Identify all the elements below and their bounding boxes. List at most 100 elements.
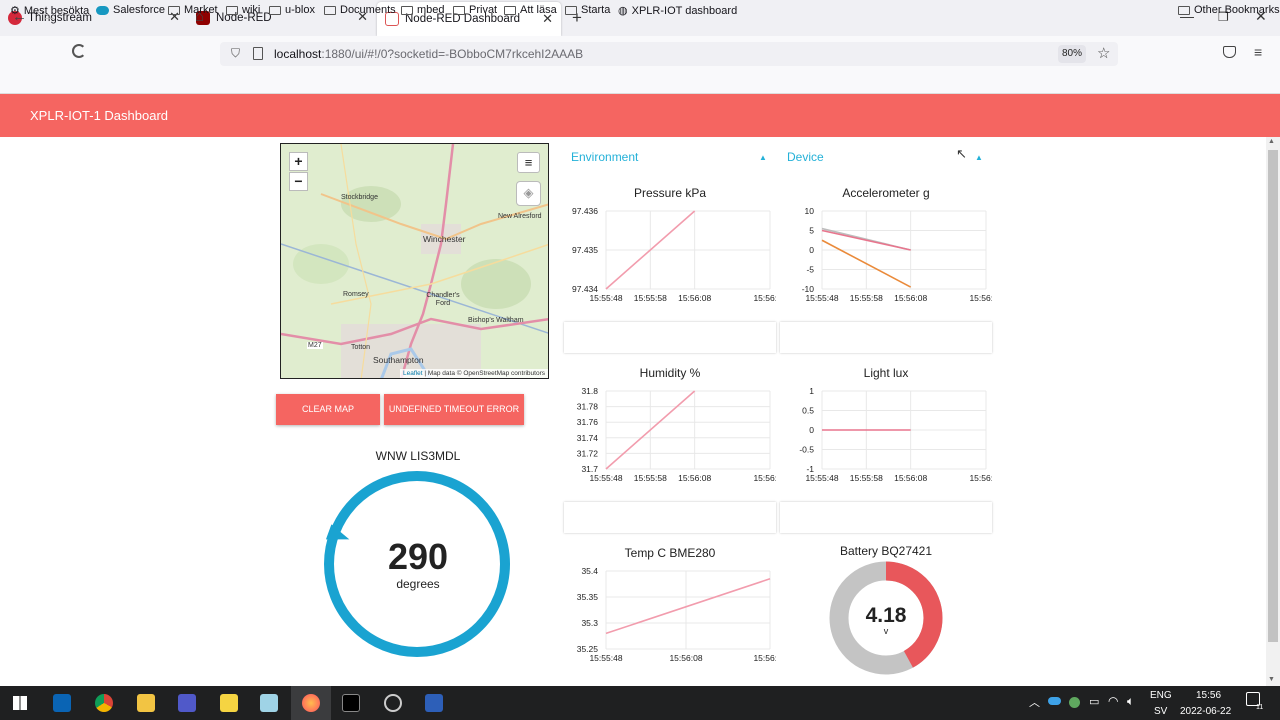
x-tick-label: 15:56:29 <box>753 653 776 663</box>
y-tick-label: 5 <box>809 226 814 236</box>
loading-icon[interactable] <box>72 44 86 58</box>
shield-icon[interactable]: ⛉ <box>231 46 241 60</box>
x-tick-label: 15:56:08 <box>894 473 927 483</box>
notification-icon[interactable] <box>1246 692 1260 706</box>
bookmark-privat[interactable]: Privat <box>453 4 497 16</box>
app-icon[interactable] <box>425 694 443 712</box>
compass-needle <box>325 524 350 540</box>
y-tick-label: -5 <box>806 265 814 275</box>
y-tick-label: 0 <box>809 425 814 435</box>
map-widget[interactable]: + − ≡ ◈ Stockbridge Winchester New Alres… <box>280 143 549 379</box>
close-window-icon[interactable]: ✕ <box>1255 8 1267 24</box>
leaflet-link[interactable]: Leaflet <box>403 370 423 377</box>
close-tab-icon[interactable]: ✕ <box>169 9 180 24</box>
node-red-dashboard-icon <box>385 12 399 26</box>
app-icon[interactable] <box>384 694 402 712</box>
zoom-level[interactable]: 80% <box>1058 45 1086 63</box>
scroll-down-icon[interactable]: ▼ <box>1268 676 1275 683</box>
teams-icon[interactable] <box>178 694 196 712</box>
file-explorer-icon[interactable] <box>137 694 155 712</box>
empty-card <box>780 502 992 533</box>
close-tab-icon[interactable]: ✕ <box>357 9 368 24</box>
bookmark-documents[interactable]: Documents <box>324 4 396 16</box>
x-tick-label: 15:55:58 <box>634 293 667 303</box>
url-text[interactable]: localhost:1880/ui/#!/0?socketid=-BObboCM… <box>274 47 584 61</box>
y-tick-label: -1 <box>806 464 814 474</box>
folder-icon <box>168 5 180 15</box>
close-tab-icon[interactable]: ✕ <box>542 11 553 26</box>
collapse-icon[interactable]: ▲ <box>759 153 767 162</box>
battery-tray-icon[interactable]: ▭ <box>1089 696 1100 708</box>
compass-unit: degrees <box>396 577 440 591</box>
keyboard-layout[interactable]: SV <box>1154 706 1168 717</box>
y-tick-label: 35.3 <box>581 618 598 628</box>
group-environment[interactable]: Environment <box>571 150 639 164</box>
restore-icon[interactable]: ❐ <box>1218 10 1229 24</box>
menu-icon[interactable]: ≡ <box>1254 44 1263 60</box>
folder-icon <box>324 5 336 15</box>
onedrive-icon[interactable] <box>1048 697 1061 705</box>
layers-icon[interactable]: ◈ <box>516 181 541 206</box>
new-tab-icon[interactable]: + <box>572 8 582 27</box>
volume-icon[interactable]: 🔈︎ <box>1127 694 1135 708</box>
y-tick-label: 0.5 <box>802 406 814 416</box>
tab-node-red[interactable]: Node-RED ✕ <box>188 0 376 36</box>
clear-map-button[interactable]: CLEAR MAP <box>276 394 380 425</box>
clock-time[interactable]: 15:56 <box>1196 690 1222 701</box>
terminal-icon[interactable] <box>342 694 360 712</box>
scrollbar-thumb[interactable] <box>1268 150 1278 642</box>
home-icon[interactable]: ⌂ <box>195 8 205 25</box>
x-tick-label: 15:56:25 <box>969 473 992 483</box>
tray-app-icon[interactable] <box>1069 697 1080 708</box>
x-tick-label: 15:55:48 <box>805 473 838 483</box>
sticky-notes-icon[interactable] <box>220 694 238 712</box>
bookmark-att-lasa[interactable]: Att läsa <box>504 4 557 16</box>
x-tick-label: 15:56:08 <box>894 293 927 303</box>
notification-count: 11 <box>1256 704 1264 711</box>
wifi-icon[interactable]: ◠ <box>1108 694 1119 708</box>
chart-title-light: Light lux <box>863 366 909 380</box>
folder-icon <box>1178 5 1190 15</box>
collapse-icon[interactable]: ▲ <box>975 153 983 162</box>
bookmark-wiki[interactable]: wiki <box>226 4 260 16</box>
outlook-icon[interactable] <box>53 694 71 712</box>
forward-icon[interactable]: → <box>42 8 57 25</box>
bookmark-mest-besokta[interactable]: ⚙ Mest besökta <box>10 4 90 18</box>
map-label: Totton <box>351 344 371 351</box>
bookmark-other[interactable]: Other Bookmarks <box>1178 4 1280 16</box>
bookmark-salesforce[interactable]: Salesforce <box>96 4 165 16</box>
scroll-up-icon[interactable]: ▲ <box>1268 138 1275 145</box>
bookmark-star-icon[interactable]: ☆ <box>1097 45 1111 62</box>
gear-icon: ⚙ <box>10 5 20 17</box>
firefox-icon[interactable] <box>302 694 320 712</box>
clock-date[interactable]: 2022-06-22 <box>1180 706 1232 717</box>
language-indicator[interactable]: ENG <box>1150 690 1172 701</box>
y-tick-label: 31.76 <box>577 417 599 427</box>
node-red-icon <box>196 11 210 25</box>
folder-icon <box>453 5 465 15</box>
tray-chevron-icon[interactable]: ︿ <box>1029 697 1040 709</box>
chrome-icon[interactable] <box>95 694 113 712</box>
bookmark-starta[interactable]: Starta <box>565 4 610 16</box>
windows-start-icon[interactable] <box>13 696 27 710</box>
zoom-in-button[interactable]: + <box>289 152 308 171</box>
url-bar[interactable] <box>220 42 1118 66</box>
bookmark-mbed[interactable]: mbed <box>401 4 445 16</box>
bookmark-market[interactable]: Market <box>168 4 218 16</box>
empty-card <box>780 322 992 353</box>
x-tick-label: 15:55:58 <box>634 473 667 483</box>
bookmark-u-blox[interactable]: u-blox <box>269 4 315 16</box>
timeout-error-button[interactable]: UNDEFINED TIMEOUT ERROR <box>384 394 524 425</box>
tab-node-red-dashboard[interactable]: Node-RED Dashboard ✕ <box>377 2 561 36</box>
minimize-icon[interactable]: — <box>1180 8 1194 24</box>
back-icon[interactable]: ← <box>12 8 27 25</box>
tab-thingstream[interactable]: Thingstream ✕ <box>0 0 188 36</box>
pocket-icon[interactable] <box>1223 46 1236 58</box>
map-menu-icon[interactable]: ≡ <box>517 152 540 173</box>
bookmark-xplr-iot-dashboard[interactable]: ◍ XPLR-IOT dashboard <box>618 4 738 18</box>
app-icon[interactable] <box>260 694 278 712</box>
zoom-out-button[interactable]: − <box>289 172 308 191</box>
group-device[interactable]: Device <box>787 150 824 164</box>
